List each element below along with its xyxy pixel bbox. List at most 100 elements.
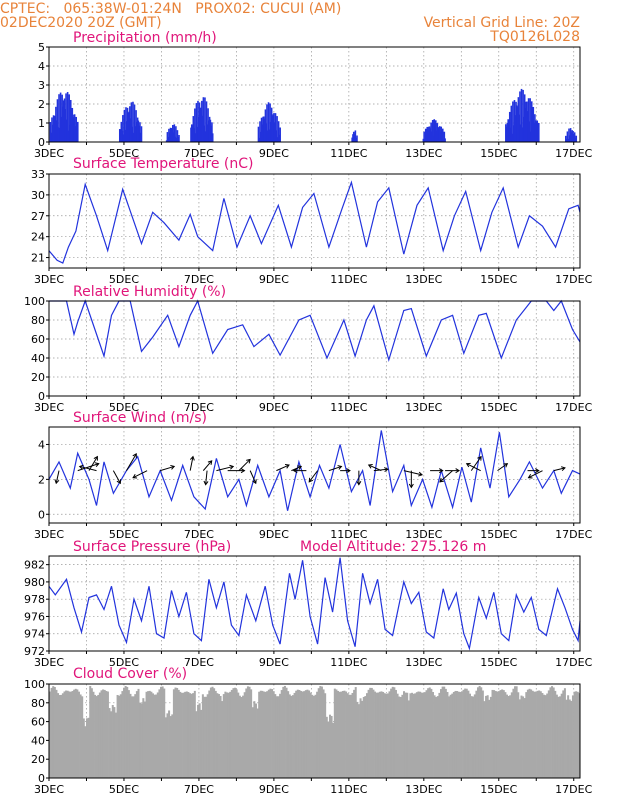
cloud-column: [267, 689, 270, 778]
cloud-column: [105, 690, 108, 778]
cloud-column: [496, 691, 499, 778]
precip-bar: [195, 103, 198, 142]
precip-bar: [568, 128, 570, 142]
wind-vector-head: [439, 477, 444, 483]
cloud-column: [446, 692, 449, 778]
series-line: [48, 557, 581, 651]
cloud-column: [554, 690, 557, 778]
cloud-column: [184, 691, 187, 778]
cloud-column: [478, 685, 481, 778]
cloud-column: [407, 700, 410, 778]
wind-vector: [249, 470, 257, 484]
precip-bar: [574, 137, 577, 142]
precip-bar: [566, 131, 569, 142]
x-tick-label: 11DEC: [330, 273, 367, 286]
cloud-column: [98, 692, 101, 778]
precip-bar: [443, 131, 446, 142]
cloud-column: [282, 686, 285, 778]
cloud-column: [242, 695, 245, 778]
x-tick-label: 11DEC: [330, 147, 367, 160]
panel-frame: [48, 46, 581, 143]
x-tick-label: 9DEC: [259, 273, 289, 286]
y-tick-label: 5: [38, 41, 45, 54]
cloud-column: [269, 688, 272, 778]
cloud-column: [419, 691, 422, 778]
wind-vector: [112, 470, 121, 484]
cloud-column: [365, 693, 368, 778]
header-line1: CPTEC: 065:38W-01:24N PROX02: CUCUI (AM): [0, 1, 342, 17]
cloud-column: [459, 692, 462, 778]
cloud-column: [214, 690, 217, 778]
cloud-column: [164, 717, 167, 778]
precip-bar: [569, 128, 572, 142]
cloud-column: [557, 696, 560, 778]
precip-bar: [537, 123, 540, 142]
cloud-column: [541, 693, 544, 778]
cloud-column: [304, 690, 307, 778]
cloud-column: [150, 691, 153, 778]
cloud-column: [515, 686, 518, 778]
cloud-column: [121, 691, 124, 778]
cloud-column: [198, 703, 201, 778]
cloud-column: [449, 694, 452, 778]
x-tick-label: 15DEC: [480, 401, 517, 414]
cloud-column: [188, 693, 191, 778]
cloud-column: [481, 690, 484, 778]
y-tick-label: 30: [31, 189, 45, 202]
x-tick-label: 15DEC: [480, 783, 517, 796]
cloud-column: [444, 688, 447, 778]
cloud-column: [298, 690, 301, 778]
cloud-column: [291, 695, 294, 778]
cloud-column: [309, 692, 312, 778]
y-tick-label: 40: [31, 734, 45, 747]
cloud-column: [238, 695, 241, 778]
cloud-column: [187, 692, 190, 778]
precip-bar: [570, 132, 573, 142]
x-tick-label: 13DEC: [405, 147, 442, 160]
wind-vector: [216, 465, 234, 472]
wind-vector-head: [240, 468, 246, 474]
precip-bar: [202, 97, 205, 142]
y-tick-label: 100: [24, 295, 45, 308]
x-tick-label: 9DEC: [259, 401, 289, 414]
cloud-column: [383, 693, 386, 778]
cloud-column: [353, 689, 356, 778]
cloud-column: [454, 690, 457, 778]
cloud-column: [227, 692, 230, 778]
cloud-column: [49, 691, 52, 778]
cloud-column: [250, 689, 253, 778]
cloud-column: [337, 690, 340, 778]
cloud-column: [277, 696, 280, 778]
y-tick-label: 60: [31, 716, 45, 729]
cloud-column: [457, 691, 460, 778]
cloud-column: [116, 694, 119, 778]
cloud-column: [369, 687, 372, 778]
cloud-column: [137, 688, 140, 778]
cloud-column: [560, 693, 563, 778]
cloud-column: [401, 694, 404, 778]
cloud-column: [431, 691, 434, 778]
y-tick-label: 972: [24, 645, 45, 658]
cloud-column: [518, 699, 521, 778]
wind-vector: [276, 464, 290, 472]
precip-bar: [355, 137, 357, 142]
cloud-column: [203, 696, 206, 778]
precip-bar: [354, 130, 357, 142]
cloud-column: [129, 693, 132, 778]
cloud-column: [462, 689, 465, 778]
wind-vector-head: [337, 465, 343, 470]
x-tick-label: 17DEC: [555, 528, 592, 541]
cloud-column: [480, 687, 483, 778]
wind-vector-head: [116, 479, 121, 485]
x-tick-label: 5DEC: [109, 147, 139, 160]
cloud-column: [275, 696, 278, 778]
y-tick-label: 24: [31, 231, 45, 244]
wind-vector-head: [535, 468, 540, 474]
precip-bar: [259, 121, 261, 142]
cloud-column: [166, 713, 169, 778]
x-tick-label: 13DEC: [405, 783, 442, 796]
wind-vector: [189, 456, 194, 471]
cloud-column: [571, 695, 574, 778]
panel-frame: [48, 555, 581, 652]
cloud-column: [160, 686, 163, 778]
